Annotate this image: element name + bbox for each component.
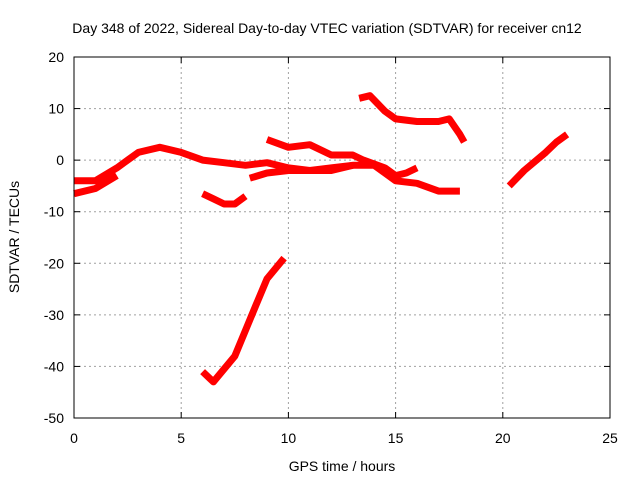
ticks: 0 5 10 15 20 25 -50 -40 -30 -20 -10 0 10 20 xyxy=(44,49,618,446)
y-tick-label: -10 xyxy=(44,204,64,220)
series-arc-5 xyxy=(201,190,248,208)
y-tick-label: 10 xyxy=(48,101,64,117)
x-tick-label: 10 xyxy=(281,430,297,446)
chart-title: Day 348 of 2022, Sidereal Day-to-day VTE… xyxy=(72,20,582,36)
grid xyxy=(74,57,610,418)
series-arc-3 xyxy=(248,161,354,182)
x-tick-label: 0 xyxy=(70,430,78,446)
plot-frame xyxy=(73,56,611,419)
y-tick-label: -30 xyxy=(44,307,64,323)
y-tick-label: 20 xyxy=(48,49,64,65)
y-tick-label: -50 xyxy=(44,410,64,426)
series-arc-2 xyxy=(73,172,119,198)
y-tick-label: -40 xyxy=(44,358,64,374)
y-tick-label: -20 xyxy=(44,255,64,271)
y-tick-label: 0 xyxy=(56,152,64,168)
series-arc-4 xyxy=(265,136,419,180)
series-arc-6 xyxy=(358,92,468,144)
series-arc-8 xyxy=(506,131,570,189)
series-arc-7 xyxy=(200,255,287,386)
series-group xyxy=(73,92,570,386)
y-axis-label: SDTVAR / TECUs xyxy=(6,181,22,293)
x-tick-label: 5 xyxy=(177,430,185,446)
x-tick-label: 15 xyxy=(388,430,404,446)
x-axis-label: GPS time / hours xyxy=(289,458,396,474)
series-arc-1 xyxy=(74,143,460,195)
x-tick-label: 25 xyxy=(602,430,618,446)
x-tick-label: 20 xyxy=(495,430,511,446)
